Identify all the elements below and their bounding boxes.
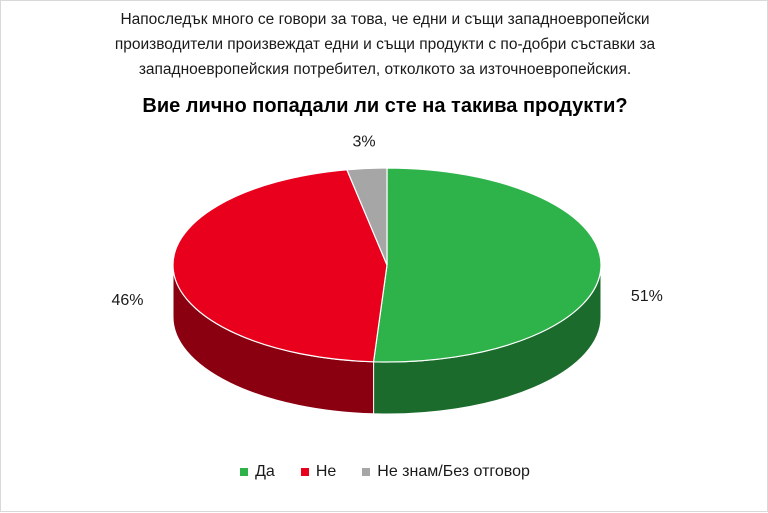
data-label: 3%	[352, 134, 375, 151]
pie-slice	[372, 167, 602, 363]
legend-swatch	[240, 468, 249, 476]
pie-labels: 51% 46% 3%	[111, 134, 662, 309]
pie-slice	[346, 167, 388, 266]
chart-title: Вие лично попадали ли сте на такива прод…	[142, 95, 628, 117]
subtitle-line: Напоследък много се говори за това, че е…	[120, 11, 650, 28]
pie-tops	[172, 167, 602, 363]
legend-item-ne-znam: Не знам/Без отговор	[362, 463, 530, 481]
chart-subtitle: Напоследък много се говори за това, че е…	[41, 7, 729, 82]
legend-item-da: Да	[240, 463, 275, 481]
legend-swatch	[362, 468, 371, 476]
legend-swatch	[300, 468, 309, 476]
data-label: 46%	[111, 292, 143, 309]
legend-label: Не	[315, 463, 337, 480]
legend-label: Не знам/Без отговор	[377, 463, 530, 480]
subtitle-line: производители произвеждат едни и същи пр…	[114, 36, 656, 53]
legend-item-ne: Не	[300, 463, 337, 481]
legend-label: Да	[255, 463, 275, 480]
pie-slice	[172, 169, 388, 363]
subtitle-line: западноевропейския потребител, отколкото…	[138, 61, 632, 78]
data-label: 51%	[631, 288, 663, 305]
chart-legend: Да Не Не знам/Без отговор	[1, 463, 768, 481]
